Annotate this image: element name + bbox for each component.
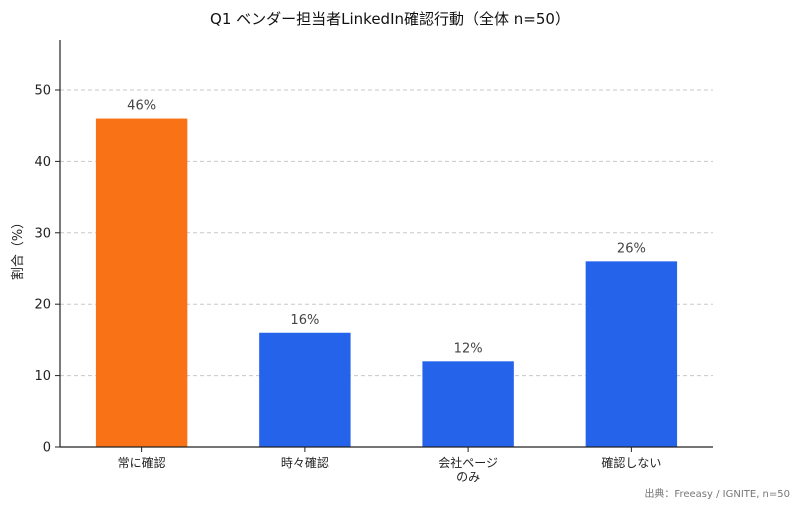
y-tick-label: 0	[43, 441, 51, 456]
data-label: 46%	[127, 99, 156, 114]
chart-title: Q1 ベンダー担当者LinkedIn確認行動（全体 n=50）	[210, 10, 570, 28]
x-tick-label: 常に確認	[118, 455, 166, 470]
bar	[95, 118, 188, 448]
y-tick-label: 50	[34, 83, 51, 98]
y-tick-label: 20	[34, 298, 51, 313]
y-tick-label: 40	[34, 155, 51, 170]
y-ticks: 0 10 20 30 40 50	[34, 83, 60, 456]
data-label: 26%	[617, 241, 646, 256]
y-tick-label: 30	[34, 226, 51, 241]
y-tick-label: 10	[34, 369, 51, 384]
y-axis-label: 割合（%）	[10, 216, 26, 280]
x-tick-label: 確認しない	[601, 455, 661, 470]
data-label: 16%	[290, 313, 319, 328]
bars: 46% 16% 12% 26%	[95, 99, 678, 448]
bar	[422, 361, 514, 447]
source-note: 出典：Freeasy / IGNITE, n=50	[644, 487, 790, 500]
x-tick-label: 時々確認	[281, 455, 329, 470]
data-label: 12%	[454, 341, 483, 356]
x-tick-label: 会社ページ	[438, 455, 498, 470]
bar	[259, 332, 351, 447]
x-tick-label: のみ	[456, 470, 480, 484]
bar	[585, 261, 678, 447]
